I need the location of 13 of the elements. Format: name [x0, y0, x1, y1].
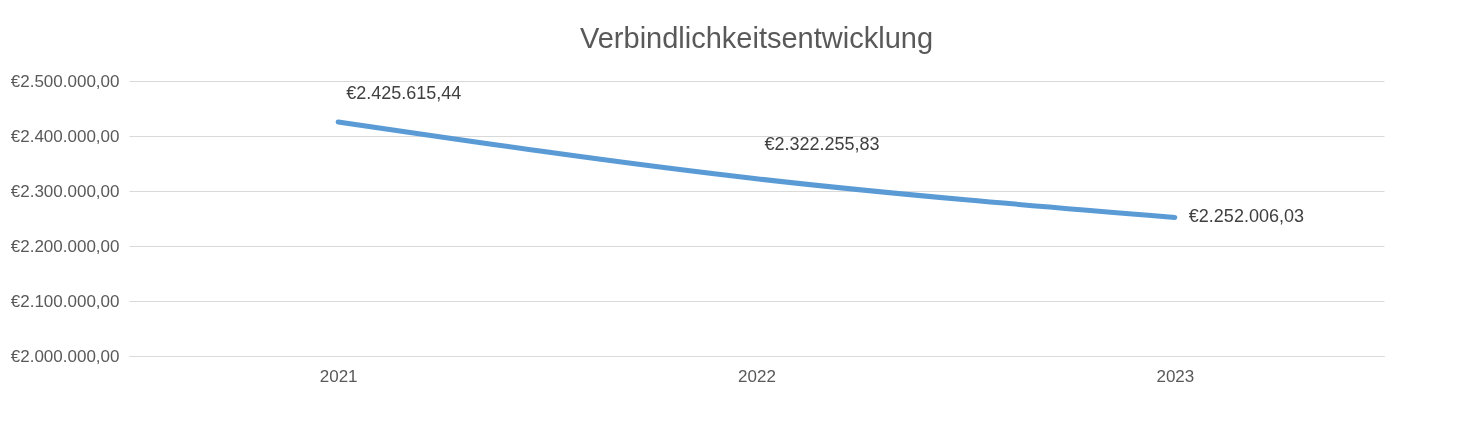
y-tick-label: €2.000.000,00: [10, 346, 120, 366]
y-tick-label: €2.200.000,00: [10, 236, 120, 256]
y-tick-label: €2.400.000,00: [10, 126, 120, 146]
data-label: €2.425.615,44: [346, 82, 462, 103]
y-tick-label: €2.100.000,00: [10, 291, 120, 311]
data-label: €2.322.255,83: [764, 133, 880, 154]
data-label: €2.252.006,03: [1188, 206, 1304, 227]
chart-title: Verbindlichkeitsentwicklung: [579, 22, 934, 54]
y-tick-label: €2.500.000,00: [10, 71, 120, 91]
x-tick-label: 2022: [738, 366, 776, 386]
y-tick-label: €2.300.000,00: [10, 181, 120, 201]
x-tick-label: 2021: [319, 366, 358, 386]
x-tick-label: 2023: [1156, 366, 1195, 386]
